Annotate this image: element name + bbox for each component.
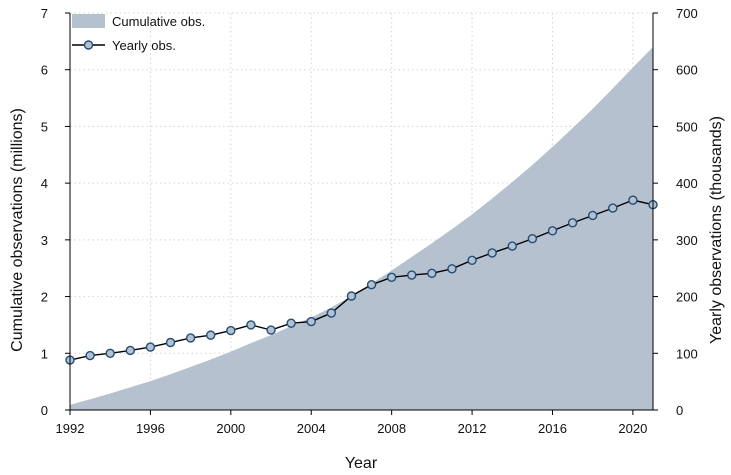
- y-right-tick-label: 600: [676, 63, 698, 78]
- x-tick-label: 2008: [377, 421, 406, 436]
- legend-swatch-yearly-marker: [83, 40, 94, 50]
- y-left-tick-label: 3: [41, 233, 48, 248]
- yearly-obs-point: [125, 345, 136, 356]
- legend-label-yearly: Yearly obs.: [112, 38, 176, 53]
- yearly-obs-point: [165, 337, 176, 348]
- axes: 1992 1996 2000 2004 2008 2012 2016 202001234567…: [41, 6, 698, 436]
- y-right-tick-label: 200: [676, 290, 698, 305]
- yearly-obs-point: [85, 350, 95, 361]
- x-axis-title: Year: [345, 455, 378, 472]
- yearly-obs-point: [145, 342, 156, 352]
- yearly-obs-line: [65, 195, 658, 365]
- legend-label-cumulative: Cumulative obs.: [112, 14, 205, 29]
- x-tick-label: 2020: [618, 421, 647, 436]
- y-right-tick-label: 0: [676, 403, 683, 418]
- yearly-obs-point: [266, 325, 276, 335]
- yearly-obs-point: [547, 226, 558, 236]
- y-right-tick-label: 700: [676, 6, 698, 21]
- cumulative-obs-area: [70, 47, 653, 411]
- yearly-obs-point: [306, 316, 316, 327]
- yearly-obs-point: [608, 203, 618, 213]
- x-tick-label: 1996: [136, 421, 165, 436]
- yearly-obs-point: [527, 234, 538, 244]
- y-left-tick-label: 7: [41, 6, 48, 21]
- yearly-obs-point: [326, 308, 337, 318]
- legend: Cumulative obs. Yearly obs.: [72, 14, 205, 53]
- x-tick-label: 2004: [297, 421, 326, 436]
- y-left-axis-title: Cumulative observations (millions): [9, 108, 26, 352]
- yearly-obs-point: [226, 325, 236, 336]
- yearly-obs-point: [246, 320, 256, 330]
- y-left-tick-label: 2: [41, 290, 48, 305]
- y-left-tick-label: 0: [41, 403, 48, 418]
- yearly-obs-point: [386, 272, 397, 282]
- x-tick-label: 2012: [458, 421, 487, 436]
- yearly-obs-point: [286, 318, 296, 328]
- legend-swatch-cumulative: [72, 14, 105, 28]
- y-left-tick-label: 5: [41, 119, 48, 134]
- yearly-obs-point: [366, 279, 377, 290]
- y-right-tick-label: 300: [676, 233, 698, 248]
- yearly-obs-point: [447, 264, 457, 274]
- yearly-obs-point: [407, 270, 417, 280]
- y-left-tick-label: 1: [41, 346, 48, 361]
- y-left-tick-label: 4: [41, 176, 48, 191]
- yearly-obs-point: [487, 248, 497, 258]
- yearly-obs-point: [105, 348, 115, 358]
- x-tick-label: 2000: [216, 421, 245, 436]
- yearly-obs-point: [628, 195, 638, 205]
- y-left-tick-label: 6: [41, 63, 48, 78]
- yearly-obs-point: [206, 330, 216, 340]
- yearly-obs-point: [507, 241, 517, 251]
- x-tick-label: 2016: [538, 421, 567, 436]
- yearly-obs-point: [346, 291, 357, 301]
- yearly-obs-point: [567, 218, 578, 228]
- y-right-tick-label: 100: [676, 346, 698, 361]
- yearly-obs-point: [587, 210, 598, 221]
- y-right-axis-title: Yearly observations (thousands): [708, 116, 725, 344]
- yearly-obs-point: [185, 333, 196, 343]
- x-tick-label: 1992: [56, 421, 85, 436]
- y-right-tick-label: 500: [676, 119, 698, 134]
- y-right-tick-label: 400: [676, 176, 698, 191]
- yearly-obs-point: [467, 255, 477, 265]
- yearly-obs-point: [427, 268, 437, 279]
